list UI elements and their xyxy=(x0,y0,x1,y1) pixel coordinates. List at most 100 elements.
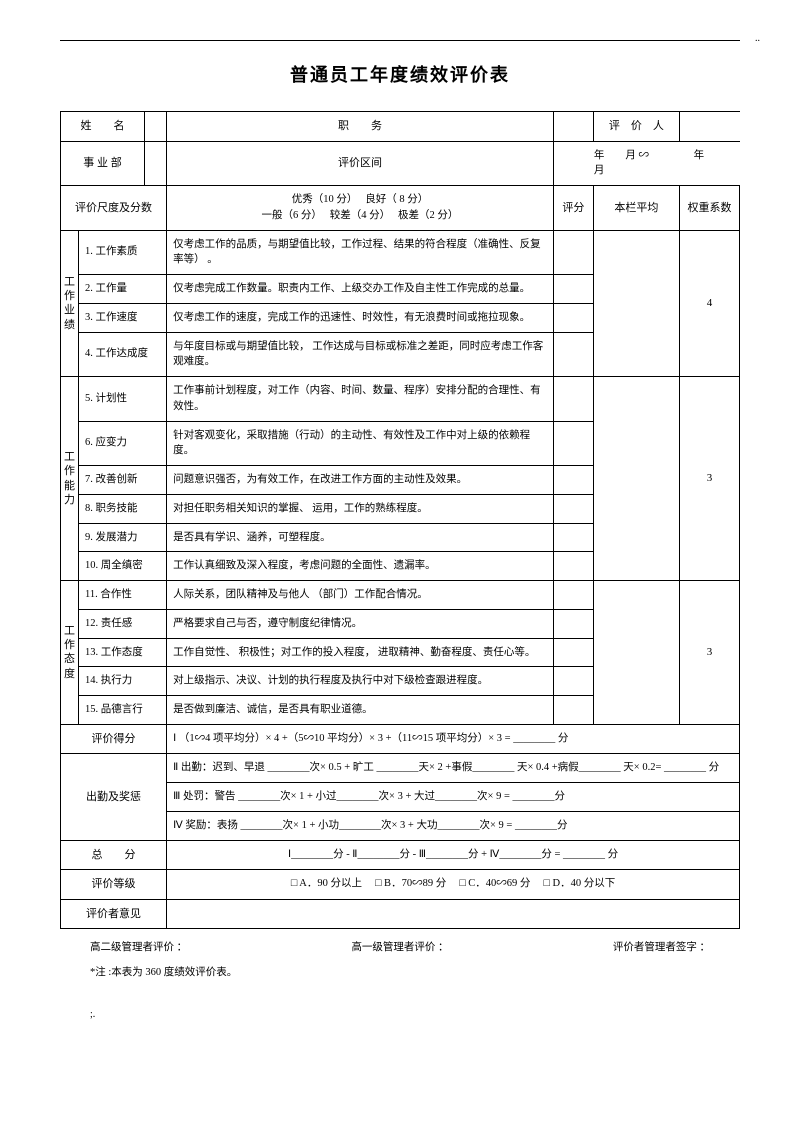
score-cell[interactable] xyxy=(553,332,593,377)
scale-row: 评价尺度及分数 优秀（10 分） 良好（ 8 分） 一般（6 分） 较差（4 分… xyxy=(61,186,740,231)
item-desc: 对上级指示、决议、计划的执行程度及执行中对下级检查跟进程度。 xyxy=(167,667,554,696)
footer-right: 评价者管理者签字 ： xyxy=(613,939,710,954)
weight-col-label: 权重系数 xyxy=(680,186,740,231)
item-no: 12. 责任感 xyxy=(79,609,167,638)
score-cell[interactable] xyxy=(553,275,593,304)
header-row-1: 姓 名 职 务 评 价 人 xyxy=(61,112,740,142)
item-desc: 问题意识强否，为有效工作，在改进工作方面的主动性及效果。 xyxy=(167,466,554,495)
evaluator-label: 评 价 人 xyxy=(593,112,679,142)
item-no: 4. 工作达成度 xyxy=(79,332,167,377)
table-row: 工作态度 11. 合作性 人际关系，团队精神及与他人 （部门）工作配合情况。 3 xyxy=(61,581,740,610)
item-no: 6. 应变力 xyxy=(79,421,167,466)
table-row: 工作能力 5. 计划性 工作事前计划程度，对工作（内容、时间、数量、程序）安排分… xyxy=(61,377,740,422)
footer-row: 高二级管理者评价 ： 高一级管理者评价 ： 评价者管理者签字 ： xyxy=(90,939,710,954)
avg-col-label: 本栏平均 xyxy=(593,186,679,231)
page-title: 普通员工年度绩效评价表 xyxy=(60,61,740,87)
item-no: 14. 执行力 xyxy=(79,667,167,696)
total-text: Ⅰ________分 - Ⅱ________分 - Ⅲ________分 + Ⅳ… xyxy=(167,840,740,870)
item-no: 10. 周全缜密 xyxy=(79,552,167,581)
score-cell[interactable] xyxy=(553,667,593,696)
attendance-label: 出勤及奖惩 xyxy=(61,754,167,840)
score-cell[interactable] xyxy=(553,494,593,523)
footer-left: 高二级管理者评价 ： xyxy=(90,939,187,954)
score-cell[interactable] xyxy=(553,377,593,422)
score-cell[interactable] xyxy=(553,421,593,466)
dept-field[interactable] xyxy=(145,141,167,186)
opinion-label: 评价者意见 xyxy=(61,899,167,929)
position-label: 职 务 xyxy=(167,112,554,142)
dept-label: 事 业 部 xyxy=(61,141,145,186)
item-desc: 仅考虑工作的速度，完成工作的迅速性、时效性，有无浪费时间或拖拉现象。 xyxy=(167,303,554,332)
item-no: 8. 职务技能 xyxy=(79,494,167,523)
item-desc: 人际关系，团队精神及与他人 （部门）工作配合情况。 xyxy=(167,581,554,610)
grade-text: □ A．90 分以上 □ B．70∽89 分 □ C．40∽69 分 □ D．4… xyxy=(167,870,740,900)
score-cell[interactable] xyxy=(553,303,593,332)
item-no: 9. 发展潜力 xyxy=(79,523,167,552)
score-cell[interactable] xyxy=(553,230,593,275)
score-cell[interactable] xyxy=(553,581,593,610)
item-no: 1. 工作素质 xyxy=(79,230,167,275)
score-cell[interactable] xyxy=(553,552,593,581)
scale-line1: 优秀（10 分） 良好（ 8 分） xyxy=(173,192,547,208)
item-desc: 仅考虑完成工作数量。职责内工作、上级交办工作及自主性工作完成的总量。 xyxy=(167,275,554,304)
item-desc: 与年度目标或与期望值比较， 工作达成与目标或标准之差距，同时应考虑工作客观难度。 xyxy=(167,332,554,377)
group-label: 工作态度 xyxy=(61,581,79,725)
position-field[interactable] xyxy=(553,112,593,142)
item-no: 11. 合作性 xyxy=(79,581,167,610)
item-desc: 是否具有学识、涵养，可塑程度。 xyxy=(167,523,554,552)
item-no: 2. 工作量 xyxy=(79,275,167,304)
grade-row: 评价等级 □ A．90 分以上 □ B．70∽89 分 □ C．40∽69 分 … xyxy=(61,870,740,900)
header-row-2: 事 业 部 评价区间 年 月 ∽ 年 月 xyxy=(61,141,740,186)
score-cell[interactable] xyxy=(553,638,593,667)
weight-cell: 3 xyxy=(680,581,740,725)
item-desc: 工作事前计划程度，对工作（内容、时间、数量、程序）安排分配的合理性、有效性。 xyxy=(167,377,554,422)
evaluator-field[interactable] xyxy=(680,112,740,142)
score-row-label: 评价得分 xyxy=(61,724,167,754)
table-row: 工作业绩 1. 工作素质 仅考虑工作的品质，与期望值比较，工作过程、结果的符合程… xyxy=(61,230,740,275)
score-cell[interactable] xyxy=(553,696,593,725)
scale-line2: 一般（6 分） 较差（4 分） 极差（2 分） xyxy=(173,208,547,224)
footer-mid: 高一级管理者评价 ： xyxy=(351,939,448,954)
item-desc: 是否做到廉洁、诚信，是否具有职业道德。 xyxy=(167,696,554,725)
grade-label: 评价等级 xyxy=(61,870,167,900)
avg-cell[interactable] xyxy=(593,230,679,377)
name-field[interactable] xyxy=(145,112,167,142)
group-label: 工作业绩 xyxy=(61,230,79,377)
item-no: 7. 改善创新 xyxy=(79,466,167,495)
scale-label: 评价尺度及分数 xyxy=(61,186,167,231)
group-label: 工作能力 xyxy=(61,377,79,581)
item-desc: 针对客观变化，采取措施（行动）的主动性、有效性及工作中对上级的依赖程度。 xyxy=(167,421,554,466)
top-rule xyxy=(60,40,740,41)
score-cell[interactable] xyxy=(553,609,593,638)
score-total-row: 评价得分 Ⅰ （1∽4 项平均分）× 4 +（5∽10 平均分）× 3 +（11… xyxy=(61,724,740,754)
name-label: 姓 名 xyxy=(61,112,145,142)
total-row: 总 分 Ⅰ________分 - Ⅱ________分 - Ⅲ________分… xyxy=(61,840,740,870)
score-cell[interactable] xyxy=(553,523,593,552)
period-text: 年 月 ∽ 年 月 xyxy=(553,141,739,186)
score-col-label: 评分 xyxy=(553,186,593,231)
opinion-field[interactable] xyxy=(167,899,740,929)
item-no: 13. 工作态度 xyxy=(79,638,167,667)
weight-cell: 3 xyxy=(680,377,740,581)
attendance-line1: Ⅱ 出勤：迟到、早退 ________次× 0.5 + 旷工 ________天… xyxy=(167,754,740,783)
item-desc: 严格要求自己与否，遵守制度纪律情况。 xyxy=(167,609,554,638)
item-desc: 仅考虑工作的品质，与期望值比较，工作过程、结果的符合程度（准确性、反复率等） 。 xyxy=(167,230,554,275)
item-no: 3. 工作速度 xyxy=(79,303,167,332)
item-desc: 对担任职务相关知识的掌握、 运用，工作的熟练程度。 xyxy=(167,494,554,523)
opinion-row: 评价者意见 xyxy=(61,899,740,929)
score-cell[interactable] xyxy=(553,466,593,495)
item-desc: 工作自觉性、 积极性；对工作的投入程度， 进取精神、勤奋程度、责任心等。 xyxy=(167,638,554,667)
attendance-row-1: 出勤及奖惩 Ⅱ 出勤：迟到、早退 ________次× 0.5 + 旷工 ___… xyxy=(61,754,740,783)
period-label: 评价区间 xyxy=(167,141,554,186)
weight-cell: 4 xyxy=(680,230,740,377)
scale-desc: 优秀（10 分） 良好（ 8 分） 一般（6 分） 较差（4 分） 极差（2 分… xyxy=(167,186,554,231)
total-label: 总 分 xyxy=(61,840,167,870)
attendance-line2: Ⅲ 处罚：警告 ________次× 1 + 小过________次× 3 + … xyxy=(167,783,740,812)
avg-cell[interactable] xyxy=(593,581,679,725)
evaluation-table: 姓 名 职 务 评 价 人 事 业 部 评价区间 年 月 ∽ 年 月 评价尺度及… xyxy=(60,111,740,929)
bottom-mark: ;. xyxy=(90,1009,740,1020)
score-row-text: Ⅰ （1∽4 项平均分）× 4 +（5∽10 平均分）× 3 +（11∽15 项… xyxy=(167,724,740,754)
footnote: *注 :本表为 360 度绩效评价表。 xyxy=(90,964,710,979)
avg-cell[interactable] xyxy=(593,377,679,581)
attendance-line3: Ⅳ 奖励：表扬 ________次× 1 + 小功________次× 3 + … xyxy=(167,811,740,840)
